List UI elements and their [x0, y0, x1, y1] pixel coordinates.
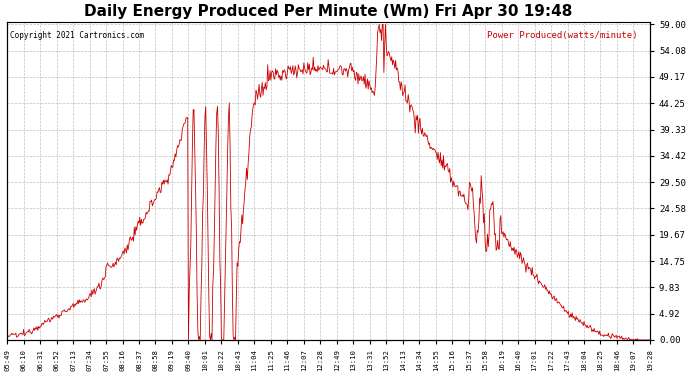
Title: Daily Energy Produced Per Minute (Wm) Fri Apr 30 19:48: Daily Energy Produced Per Minute (Wm) Fr… — [84, 4, 573, 19]
Text: Power Produced(watts/minute): Power Produced(watts/minute) — [486, 31, 637, 40]
Text: Copyright 2021 Cartronics.com: Copyright 2021 Cartronics.com — [10, 31, 144, 40]
